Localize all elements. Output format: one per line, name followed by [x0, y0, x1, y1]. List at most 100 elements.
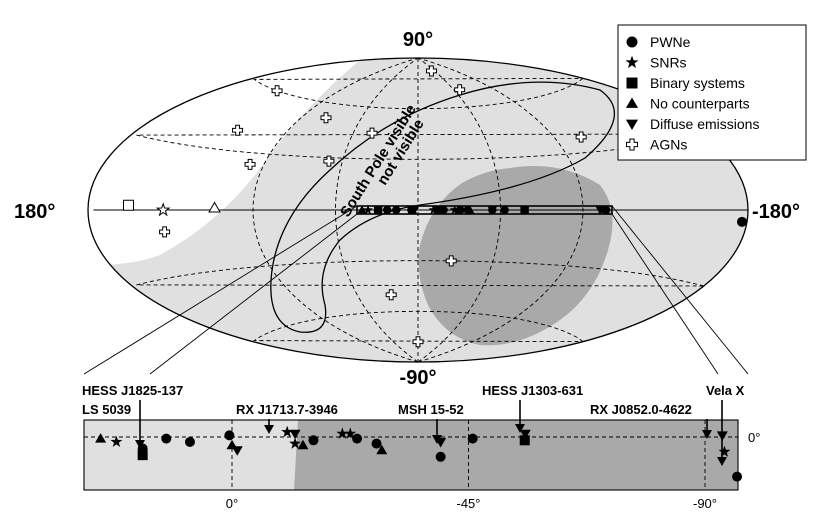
pwne-marker [161, 433, 172, 444]
galactic-plane-band [356, 205, 613, 215]
source-arrow-head [702, 430, 712, 439]
graticule [93, 58, 748, 362]
agn-marker [320, 112, 332, 124]
diffuse-marker [289, 429, 301, 440]
legend-box [617, 24, 807, 161]
pwne-marker [373, 205, 383, 215]
agn-marker [159, 226, 171, 238]
legend-label-diffuse: Diffuse emissions [650, 116, 759, 132]
pwne-marker [371, 438, 382, 449]
inset-tick-labels: 0° -45° -90° [226, 496, 717, 511]
inset-y-tick-label: 0° [748, 430, 760, 445]
agn-marker [412, 336, 424, 348]
no-counterpart-marker [465, 205, 475, 214]
agn-marker [454, 84, 466, 96]
south-pole-label: -90° [400, 367, 437, 389]
pwne-marker [382, 205, 392, 215]
source-label: LS 5039 [82, 402, 131, 417]
agn-marker [323, 155, 335, 167]
source-arrow-head [717, 457, 727, 466]
diffuse-marker [409, 206, 420, 215]
binary-open-marker [122, 199, 134, 211]
agn-marker [445, 255, 457, 267]
pwne-marker [224, 430, 235, 441]
source-label: Vela X [706, 383, 745, 398]
snr-marker [718, 445, 731, 457]
snr-marker [289, 437, 301, 449]
parallel-line [253, 77, 584, 110]
sky-ellipse-border [87, 57, 749, 363]
agn-marker [626, 138, 638, 151]
pwne-marker [392, 205, 401, 215]
main-map-markers [122, 65, 747, 348]
binary-marker [137, 450, 148, 461]
inset-south-pole-region [294, 420, 738, 490]
left-edge-label: 180° [14, 201, 55, 223]
inset-markers [95, 425, 743, 482]
visibility-boundary [270, 81, 616, 333]
source-arrow-head [432, 435, 442, 444]
galactic-plane-inset: 0° -45° -90° 0° HESS J1825-137 LS 5039 RX J1… [82, 383, 760, 511]
no-counterpart-marker [95, 433, 107, 443]
legend-entries: PWNe SNRs Binary systems No counterparts Dif… [625, 34, 759, 153]
source-arrow-head [515, 424, 525, 433]
snr-marker [344, 427, 357, 439]
pwne-marker [488, 205, 497, 215]
zoom-line-left-inner [149, 213, 358, 375]
legend-label-binary: Binary systems [650, 75, 745, 91]
snr-marker [110, 435, 123, 447]
pwne-marker [601, 205, 611, 215]
snr-marker [431, 204, 442, 215]
legend-label-agn: AGNs [650, 137, 687, 153]
inset-x-tick-label: 0° [226, 496, 238, 511]
agn-marker [366, 127, 378, 139]
source-label: MSH 15-52 [398, 402, 464, 417]
snr-open-marker [155, 202, 171, 217]
zoom-line-right-inner [611, 213, 719, 375]
no-counterpart-marker [376, 444, 388, 455]
inset-source-annotations: HESS J1825-137 LS 5039 RX J1713.7-3946 MSH … [82, 383, 745, 466]
pwne-marker [439, 205, 448, 215]
no-counterpart-marker [625, 97, 639, 108]
source-arrow-head [264, 425, 274, 434]
pwne-marker [732, 471, 743, 482]
snr-marker [625, 55, 639, 69]
no-counterpart-open-marker [208, 201, 221, 213]
diffuse-marker [231, 446, 243, 456]
inset-x-tick-label: -90° [693, 496, 717, 511]
pwne-marker [500, 205, 509, 215]
pwne-marker [467, 433, 478, 444]
inset-grid [84, 420, 738, 490]
parallel-line [136, 260, 704, 287]
agn-marker [425, 65, 437, 77]
parallel-line [253, 310, 584, 343]
agn-marker [271, 85, 283, 97]
binary-marker [519, 435, 530, 446]
source-label: RX J0852.0-4622 [590, 402, 692, 417]
legend: PWNe SNRs Binary systems No counterparts Dif… [617, 24, 807, 161]
snr-marker [363, 204, 373, 215]
north-pole-label: 90° [403, 29, 433, 51]
agn-marker [232, 124, 244, 136]
source-label: HESS J1825-137 [82, 383, 183, 398]
pwne-marker [352, 433, 363, 444]
binary-marker [626, 77, 638, 89]
diffuse-marker [519, 429, 531, 440]
diffuse-marker [625, 119, 639, 131]
agn-marker [575, 131, 587, 143]
right-edge-label: -180° [752, 201, 800, 223]
pwne-marker [737, 216, 747, 227]
pwne-marker [456, 205, 465, 215]
agn-marker [244, 158, 256, 170]
inset-frame [83, 419, 739, 491]
snr-marker [336, 427, 349, 439]
pwne-marker [435, 451, 446, 462]
source-arrow-head [135, 440, 145, 449]
legend-label-nocp: No counterparts [650, 96, 750, 112]
pwne-marker [626, 36, 638, 48]
parallel-line [136, 133, 704, 160]
source-label: RX J1713.7-3946 [236, 402, 338, 417]
pwne-marker [184, 436, 195, 447]
galactic-plane-markers [357, 204, 611, 215]
no-counterpart-marker [357, 205, 367, 214]
